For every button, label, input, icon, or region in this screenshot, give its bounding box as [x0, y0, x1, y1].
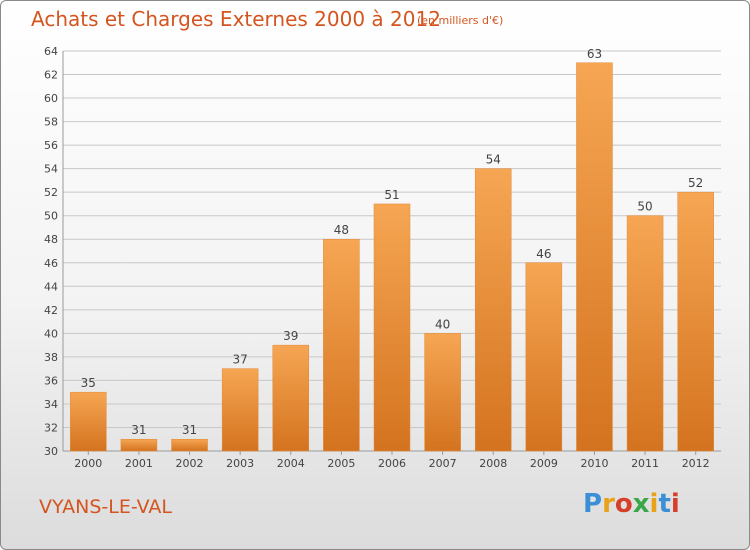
value-label: 50	[637, 200, 652, 214]
y-tick-label: 40	[44, 327, 58, 340]
x-tick-label: 2010	[580, 457, 608, 470]
y-tick-label: 50	[44, 210, 58, 223]
value-label: 54	[486, 153, 501, 167]
value-label: 46	[536, 247, 551, 261]
x-tick-label: 2002	[176, 457, 204, 470]
value-label: 40	[435, 317, 450, 331]
x-tick-label: 2003	[226, 457, 254, 470]
x-tick-label: 2006	[378, 457, 406, 470]
bar-2003	[221, 368, 259, 452]
y-tick-label: 56	[44, 139, 58, 152]
bar-2009	[525, 262, 563, 452]
y-tick-label: 52	[44, 186, 58, 199]
chart-subtitle: (en milliers d'€)	[417, 14, 504, 27]
bar-2010	[576, 62, 613, 452]
value-label: 35	[81, 376, 96, 390]
logo-letter: i	[649, 489, 659, 519]
labels-layer: 30 32 34 36 38 40 42 44 46 48 50 52 54 56 58 60 62 64 35 20…	[44, 45, 710, 470]
y-tick-label: 58	[44, 116, 58, 129]
y-tick-label: 32	[44, 421, 58, 434]
y-tick-label: 30	[44, 445, 58, 458]
chart-title: Achats et Charges Externes 2000 à 2012	[31, 7, 441, 31]
y-tick-label: 42	[44, 304, 58, 317]
bar-2001	[120, 438, 158, 452]
x-tick-label: 2005	[327, 457, 355, 470]
y-tick-label: 60	[44, 92, 58, 105]
y-tick-label: 62	[44, 69, 58, 82]
y-tick-label: 54	[44, 163, 58, 176]
x-tick-label: 2004	[277, 457, 305, 470]
value-label: 39	[283, 329, 298, 343]
x-tick-label: 2011	[631, 457, 659, 470]
proxiti-logo: Proxiti	[583, 489, 680, 519]
y-tick-label: 64	[44, 45, 58, 58]
logo-letter: t	[658, 489, 671, 519]
bar-2012	[677, 191, 714, 452]
y-tick-label: 44	[44, 280, 58, 293]
y-tick-label: 34	[44, 398, 58, 411]
logo-letter: r	[602, 489, 615, 519]
bar-2005	[323, 238, 360, 452]
value-label: 37	[233, 353, 248, 367]
bar-2008	[474, 168, 512, 452]
y-tick-label: 38	[44, 351, 58, 364]
x-tick-label: 2001	[125, 457, 153, 470]
bar-2011	[626, 215, 664, 452]
value-label: 52	[688, 176, 703, 190]
x-tick-label: 2012	[682, 457, 710, 470]
bar-2007	[424, 333, 461, 452]
logo-letter: P	[583, 489, 603, 519]
y-tick-label: 46	[44, 257, 58, 270]
logo-letter: i	[670, 489, 680, 519]
value-label: 48	[334, 223, 349, 237]
value-label: 63	[587, 47, 602, 61]
value-label: 31	[182, 423, 197, 437]
x-tick-label: 2000	[74, 457, 102, 470]
x-tick-label: 2009	[530, 457, 558, 470]
bar-2004	[272, 344, 310, 452]
logo-letter: x	[632, 489, 650, 519]
bars-layer	[70, 62, 714, 452]
value-label: 51	[384, 188, 399, 202]
x-tick-label: 2008	[479, 457, 507, 470]
bar-2000	[70, 391, 107, 452]
x-tick-label: 2007	[429, 457, 457, 470]
bar-2006	[373, 203, 411, 452]
y-tick-label: 48	[44, 233, 58, 246]
logo-letter: o	[614, 489, 633, 519]
value-label: 31	[131, 423, 146, 437]
town-name: VYANS-LE-VAL	[39, 496, 172, 518]
bar-2002	[171, 438, 208, 452]
y-tick-label: 36	[44, 374, 58, 387]
